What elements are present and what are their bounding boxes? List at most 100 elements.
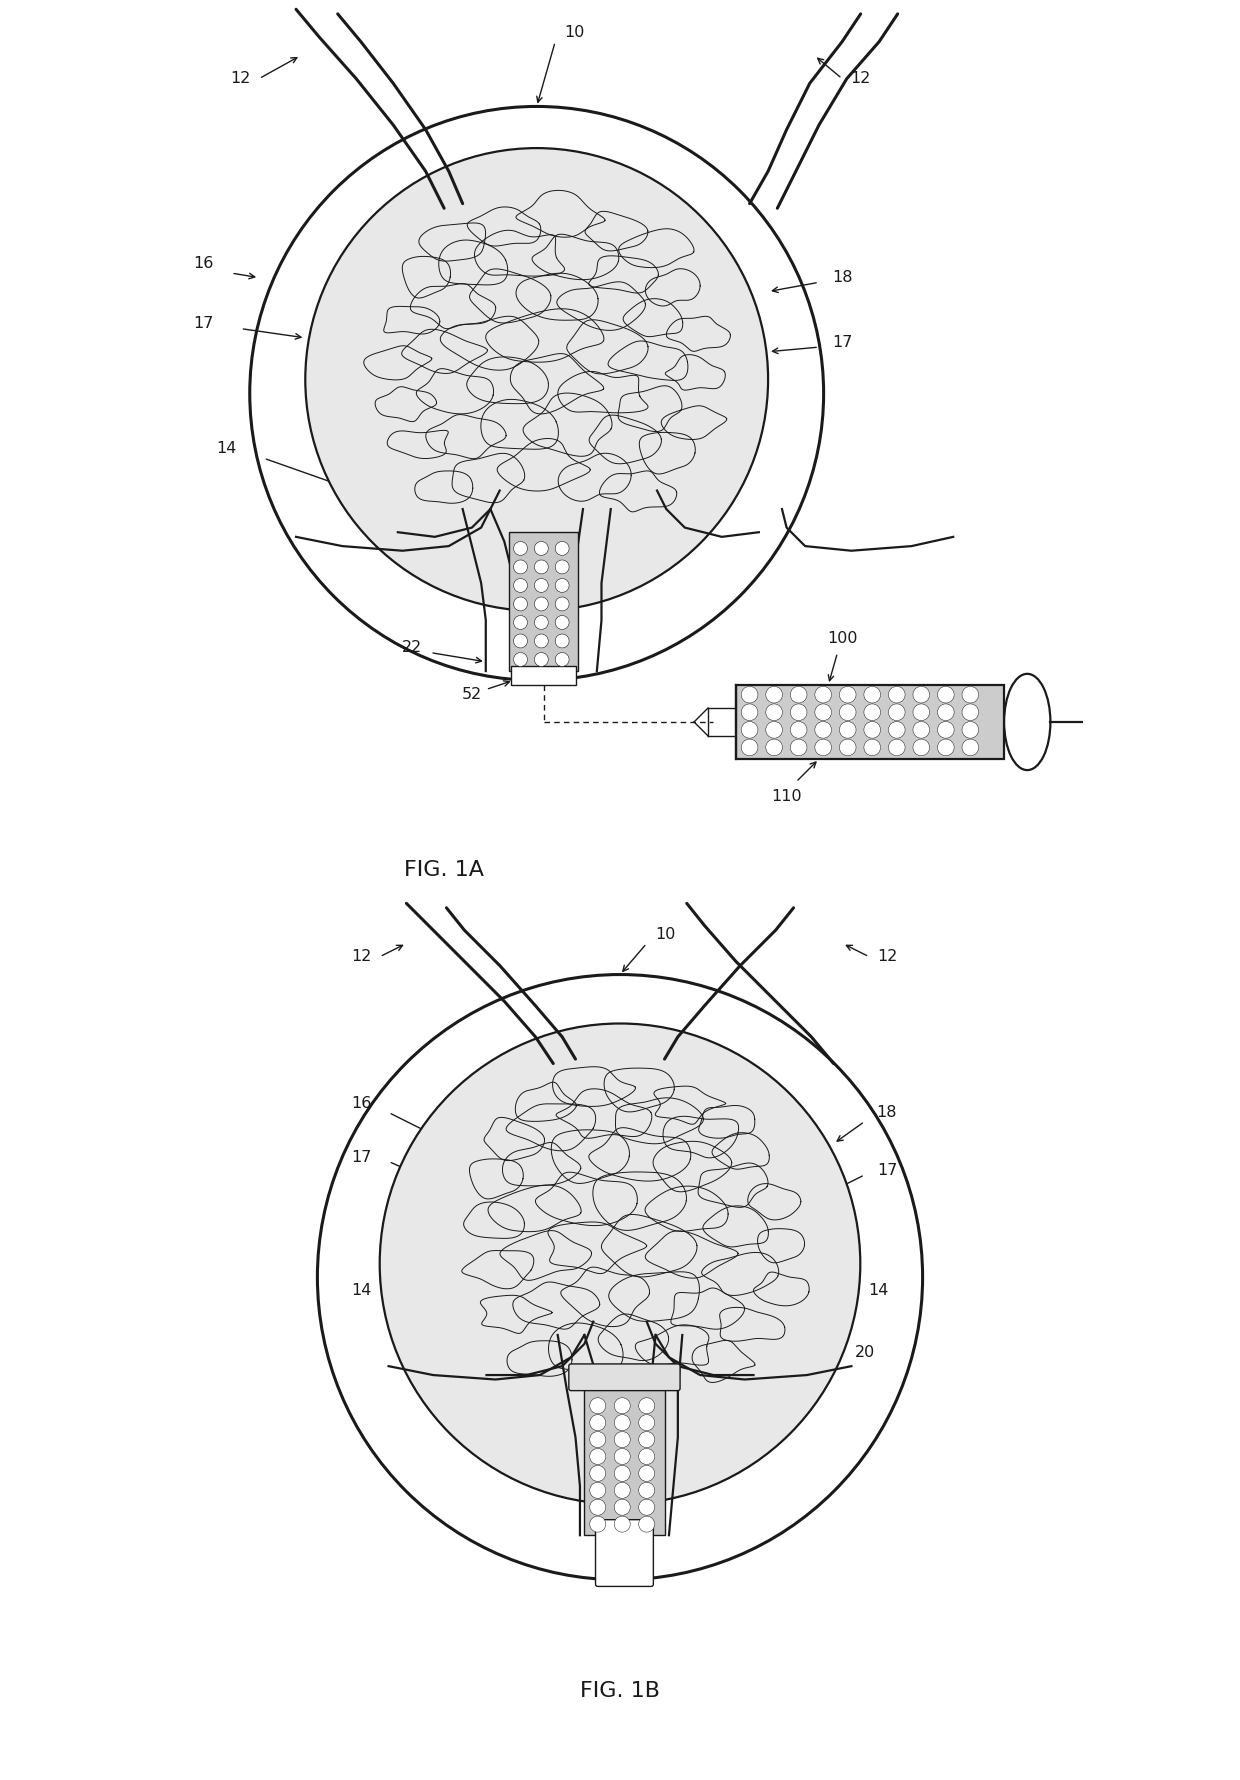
Circle shape (614, 1415, 630, 1431)
Circle shape (534, 616, 548, 630)
Circle shape (962, 687, 978, 703)
Circle shape (864, 687, 880, 703)
Text: 12: 12 (231, 71, 250, 85)
Circle shape (839, 739, 856, 756)
Text: 17: 17 (877, 1162, 898, 1178)
Text: 110: 110 (771, 789, 802, 803)
Circle shape (249, 107, 823, 680)
Circle shape (937, 721, 954, 739)
Circle shape (913, 721, 930, 739)
Circle shape (513, 578, 527, 593)
Bar (511, 666, 577, 685)
Circle shape (937, 703, 954, 721)
Circle shape (962, 721, 978, 739)
Circle shape (742, 687, 758, 703)
Circle shape (888, 739, 905, 756)
Circle shape (614, 1499, 630, 1515)
Bar (508, 532, 578, 671)
Text: 12: 12 (877, 949, 898, 965)
Bar (584, 1388, 665, 1534)
Circle shape (790, 703, 807, 721)
Circle shape (913, 703, 930, 721)
Ellipse shape (1004, 675, 1050, 771)
Text: 17: 17 (352, 1150, 372, 1164)
Circle shape (534, 578, 548, 593)
Circle shape (639, 1397, 655, 1413)
Circle shape (614, 1517, 630, 1533)
Circle shape (888, 687, 905, 703)
Text: FIG. 1A: FIG. 1A (404, 860, 484, 879)
Circle shape (864, 739, 880, 756)
Circle shape (766, 721, 782, 739)
Circle shape (590, 1397, 606, 1413)
Circle shape (766, 739, 782, 756)
Circle shape (639, 1415, 655, 1431)
Circle shape (790, 721, 807, 739)
Text: 12: 12 (352, 949, 372, 965)
Circle shape (815, 703, 832, 721)
Circle shape (790, 687, 807, 703)
Circle shape (962, 703, 978, 721)
Circle shape (534, 596, 548, 611)
Circle shape (513, 541, 527, 555)
Text: 110: 110 (684, 1381, 715, 1396)
Circle shape (639, 1465, 655, 1481)
Circle shape (839, 687, 856, 703)
Circle shape (590, 1483, 606, 1499)
Circle shape (742, 721, 758, 739)
Circle shape (839, 703, 856, 721)
Circle shape (614, 1431, 630, 1447)
Text: 52: 52 (689, 1452, 711, 1467)
Circle shape (639, 1499, 655, 1515)
Text: 52: 52 (461, 687, 482, 701)
Circle shape (839, 721, 856, 739)
Text: 20: 20 (693, 511, 713, 525)
Text: 14: 14 (217, 441, 237, 456)
Circle shape (513, 634, 527, 648)
Circle shape (815, 687, 832, 703)
Text: 112: 112 (485, 1372, 515, 1387)
FancyBboxPatch shape (569, 1363, 680, 1390)
Circle shape (534, 541, 548, 555)
Circle shape (317, 974, 923, 1581)
Circle shape (590, 1449, 606, 1465)
Text: 16: 16 (352, 1096, 372, 1111)
Text: 20: 20 (854, 1346, 875, 1360)
Circle shape (305, 148, 768, 611)
Circle shape (937, 687, 954, 703)
Text: 14: 14 (352, 1283, 372, 1298)
Circle shape (864, 721, 880, 739)
Circle shape (962, 739, 978, 756)
Circle shape (742, 703, 758, 721)
Circle shape (590, 1465, 606, 1481)
Circle shape (556, 561, 569, 573)
Text: 17: 17 (832, 335, 852, 351)
Circle shape (534, 561, 548, 573)
Text: FIG. 1B: FIG. 1B (580, 1680, 660, 1702)
Text: 110: 110 (443, 580, 474, 595)
Circle shape (513, 561, 527, 573)
Circle shape (766, 703, 782, 721)
Text: 18: 18 (877, 1105, 898, 1120)
Circle shape (742, 739, 758, 756)
Circle shape (888, 703, 905, 721)
Circle shape (614, 1449, 630, 1465)
Circle shape (513, 596, 527, 611)
Circle shape (379, 1023, 861, 1504)
Text: 22: 22 (485, 1444, 506, 1458)
Circle shape (590, 1415, 606, 1431)
Circle shape (614, 1483, 630, 1499)
Text: 17: 17 (193, 317, 213, 331)
Circle shape (937, 739, 954, 756)
Bar (735, 685, 1004, 758)
Circle shape (614, 1397, 630, 1413)
Circle shape (913, 687, 930, 703)
Circle shape (590, 1431, 606, 1447)
Circle shape (556, 634, 569, 648)
Circle shape (790, 739, 807, 756)
Circle shape (639, 1449, 655, 1465)
Text: 10: 10 (564, 25, 585, 39)
Circle shape (864, 703, 880, 721)
Circle shape (513, 616, 527, 630)
Circle shape (556, 578, 569, 593)
